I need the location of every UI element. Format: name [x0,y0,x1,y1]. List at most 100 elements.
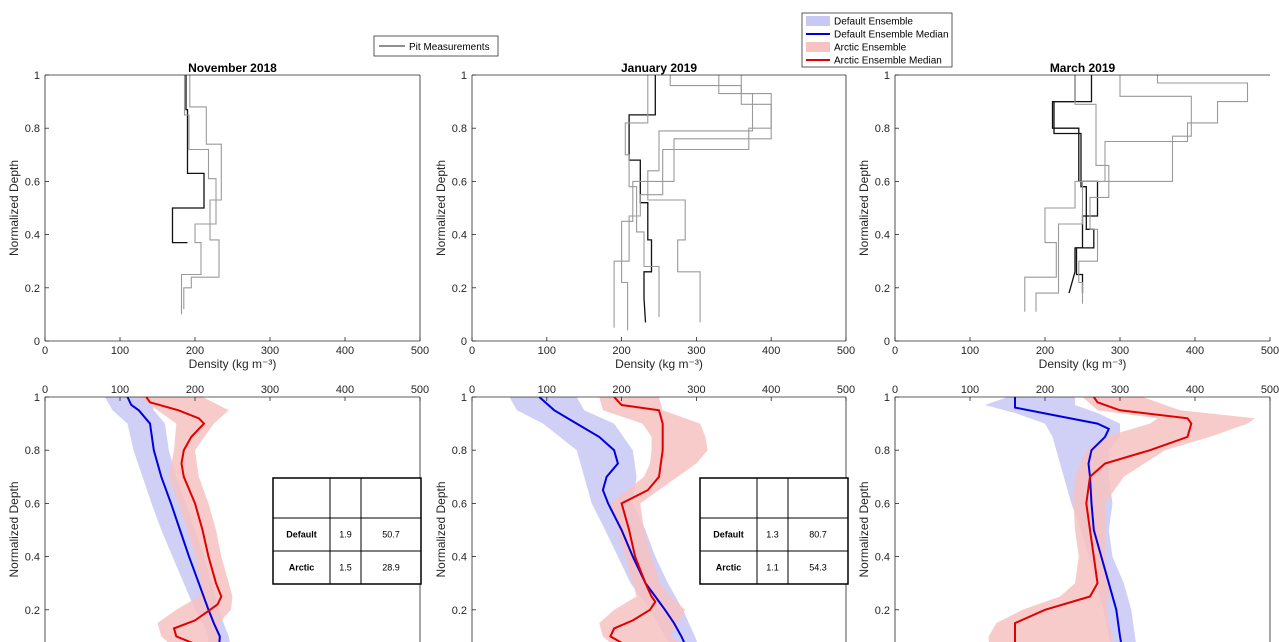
pit-profile-line [1053,75,1095,294]
ensemble-band [988,397,1255,642]
y-tick-label: 1 [461,70,467,82]
stats-table-frame [272,477,422,585]
x-tick-label: 100 [961,384,979,396]
legend-patch-swatch [806,42,830,52]
y-tick-label: 0.4 [25,230,40,242]
legend-label: Pit Measurements [409,42,490,53]
y-tick-label: 0.6 [25,176,40,188]
x-tick-label: 300 [261,384,279,396]
stats-ss-value: 1.5 [339,563,352,573]
y-tick-label: 0.8 [452,123,467,135]
y-tick-label: 0.2 [452,283,467,295]
ensemble-panel-0 [105,397,233,642]
x-tick-label: 100 [111,345,129,357]
ensemble-band [138,397,233,642]
y-tick-label: 1 [461,392,467,404]
pit-profile-line [183,75,222,310]
pit-profile-line [624,75,660,318]
x-tick-label: 500 [1261,384,1279,396]
legend-label: Default Ensemble [834,17,913,28]
pit-profile-line [180,75,217,315]
pit-profile-line [171,75,205,244]
legend-label: Arctic Ensemble Median [834,56,942,67]
pit-panel-2 [1024,75,1249,312]
y-tick-label: 0 [461,336,467,348]
y-tick-label: 0.4 [452,552,467,564]
stats-ss-value: 1.3 [766,530,779,540]
ens-axes: 0 100 200 300 400 500 0.2 0.4 0.6 0.8 1 Normalized … [7,384,429,642]
y-tick-label: 0.8 [875,445,890,457]
x-tick-label: 300 [261,345,279,357]
x-tick-label: 400 [1186,384,1204,396]
x-tick-label: 300 [1111,384,1129,396]
y-tick-label: 0.8 [25,123,40,135]
y-axis-label: Normalized Depth [7,160,21,256]
pit-profile-line [1024,75,1192,312]
x-tick-label: 100 [538,345,556,357]
y-tick-label: 0.8 [25,445,40,457]
y-tick-label: 0.6 [452,498,467,510]
stats-table: Default 1.3 80.7 Arctic 1.1 54.3 [699,477,849,585]
x-axis-label: Density (kg m⁻³) [189,357,277,371]
stats-row-label: Default [286,530,317,540]
stats-ss-value: 1.1 [766,563,779,573]
legend-label: Default Ensemble Median [834,30,949,41]
y-tick-label: 0.8 [452,445,467,457]
y-tick-label: 0.4 [875,552,890,564]
ensemble-band [599,397,708,642]
y-axis-label: Normalized Depth [434,481,448,577]
y-tick-label: 0.2 [25,283,40,295]
x-tick-label: 200 [186,384,204,396]
pit-profile-line [628,75,656,323]
stats-crps-value: 50.7 [382,530,400,540]
y-tick-label: 1 [34,70,40,82]
x-tick-label: 0 [469,345,475,357]
ens-axes: 0 100 200 300 400 500 0.2 0.4 0.6 0.8 1 Normalized … [857,384,1279,642]
y-tick-label: 1 [884,392,890,404]
ensemble-median-line [126,397,221,642]
y-tick-label: 0.6 [875,176,890,188]
y-tick-label: 0.8 [875,123,890,135]
pit-panel-0 [171,75,222,315]
x-tick-label: 200 [1036,384,1054,396]
y-axis-label: Normalized Depth [434,160,448,256]
ensemble-median-line [609,397,664,642]
pit-panel-1 [613,75,772,331]
stats-row-label: Arctic [289,563,315,573]
y-tick-label: 0.2 [452,605,467,617]
x-tick-label: 400 [336,384,354,396]
stats-crps-value: 28.9 [382,563,400,573]
x-tick-label: 400 [762,384,780,396]
x-tick-label: 300 [687,384,705,396]
y-tick-label: 0.6 [25,498,40,510]
panel-title: November 2018 [188,61,277,75]
x-tick-label: 200 [612,345,630,357]
y-tick-label: 0.4 [452,230,467,242]
y-axis-label: Normalized Depth [7,481,21,577]
y-tick-label: 0.2 [875,283,890,295]
y-tick-label: 0.2 [875,605,890,617]
legend-frame [373,35,499,57]
x-tick-label: 100 [111,384,129,396]
x-tick-label: 0 [42,345,48,357]
pit-profile-line [647,75,754,323]
y-axis-label: Normalized Depth [857,160,871,256]
x-axis-label: Density (kg m⁻³) [1039,357,1127,371]
pit-profile-line [1074,75,1110,304]
pit-axes: 0 100 200 300 400 500 0 0.2 0.4 0.6 0.8 1 Normalized… [434,61,855,371]
y-axis-label: Normalized Depth [857,481,871,577]
x-tick-label: 500 [411,384,429,396]
ensemble-panel-1 [509,397,708,642]
x-tick-label: 200 [186,345,204,357]
y-tick-label: 1 [884,70,890,82]
pit-profile-line [1035,75,1249,312]
x-tick-label: 200 [1036,345,1054,357]
x-tick-label: 0 [892,345,898,357]
x-tick-label: 300 [687,345,705,357]
stats-table: Default 1.9 50.7 Arctic 1.5 28.9 [272,477,422,585]
legend-patch-swatch [806,16,830,26]
panel-title: March 2019 [1050,61,1116,75]
legend-pit: Pit Measurements [373,35,499,57]
x-tick-label: 500 [837,345,855,357]
